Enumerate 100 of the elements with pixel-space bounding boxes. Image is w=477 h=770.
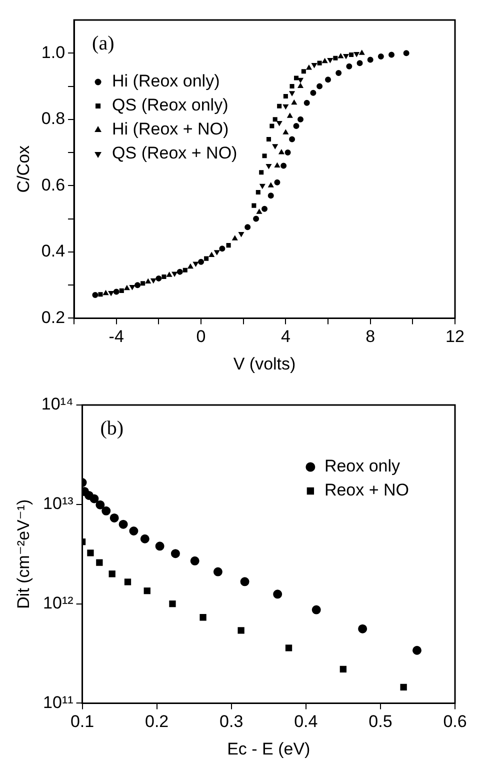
point [317, 60, 322, 66]
point [283, 104, 288, 110]
point [346, 63, 352, 70]
point [403, 50, 410, 56]
point [140, 281, 146, 286]
point [273, 590, 282, 599]
point [272, 117, 278, 122]
point [322, 58, 328, 64]
point [96, 559, 103, 566]
point [169, 600, 176, 608]
point [238, 627, 244, 634]
legend-label: QS (Reox only) [112, 96, 228, 115]
point [277, 104, 282, 108]
point [253, 216, 260, 222]
point [170, 549, 180, 558]
point [336, 70, 342, 76]
point [285, 644, 292, 652]
point [113, 288, 120, 295]
legend-label: Reox only [324, 456, 401, 476]
x-tick-label: 4 [280, 327, 290, 346]
legend-label: Hi (Reox only) [112, 72, 220, 91]
point [289, 91, 295, 96]
point [293, 123, 300, 130]
point [134, 282, 141, 288]
y-tick-label: 0.8 [41, 109, 66, 128]
x-tick-label: 0 [196, 327, 206, 346]
point [297, 116, 304, 122]
point [252, 203, 256, 208]
point [198, 258, 204, 265]
point [256, 190, 260, 195]
point [274, 179, 280, 186]
point [312, 605, 321, 614]
point [156, 275, 162, 282]
point [176, 268, 183, 275]
point [145, 278, 151, 284]
point [270, 124, 274, 128]
point [276, 120, 282, 126]
point [108, 290, 114, 296]
point [266, 137, 272, 142]
point [268, 182, 274, 188]
point [304, 100, 310, 106]
point [400, 684, 407, 690]
point [349, 52, 354, 58]
point [291, 100, 297, 105]
point [166, 272, 172, 277]
point [144, 588, 150, 594]
y-tick-label: 10¹⁴ [41, 394, 74, 414]
point [102, 506, 111, 516]
x-tick-label: 0.5 [368, 712, 392, 732]
point [358, 624, 368, 634]
point [124, 578, 132, 586]
point [294, 76, 299, 80]
point [280, 162, 287, 169]
point [213, 567, 222, 576]
point [155, 542, 164, 551]
point [343, 54, 349, 59]
x-tick-label: 8 [366, 327, 376, 346]
point [272, 144, 278, 149]
point [301, 69, 306, 74]
point [87, 550, 94, 556]
y-axis-title: C/Cox [14, 144, 33, 193]
point [290, 84, 294, 89]
point [108, 570, 116, 578]
point [188, 264, 194, 269]
point [283, 94, 288, 98]
point [367, 56, 374, 63]
point [208, 252, 214, 257]
point [98, 292, 103, 297]
point [200, 614, 206, 621]
point [378, 53, 384, 60]
y-tick-label: 0.2 [41, 308, 66, 327]
point [306, 65, 312, 70]
point [119, 288, 124, 293]
x-tick-label: 0.1 [70, 712, 94, 732]
point [110, 513, 119, 522]
point [312, 62, 317, 68]
annotation: (a) [92, 32, 114, 54]
point [287, 113, 293, 118]
y-tick-label: 0.6 [41, 175, 66, 194]
point [274, 162, 280, 168]
point [214, 250, 220, 255]
point [103, 290, 108, 296]
point [359, 50, 365, 55]
point [327, 58, 333, 63]
y-tick-label: 10¹² [43, 593, 74, 612]
legend-label: Hi (Reox + NO) [112, 120, 229, 139]
point [262, 154, 267, 158]
x-axis-title: Ec - E (eV) [227, 739, 310, 758]
x-tick-label: 0.6 [443, 712, 467, 732]
point [140, 534, 150, 544]
point [190, 556, 200, 566]
x-tick-label: 0.2 [145, 712, 169, 732]
point [226, 243, 231, 248]
point [310, 90, 316, 96]
point [130, 284, 135, 290]
x-tick-label: 12 [446, 327, 464, 346]
point [284, 150, 291, 156]
point [388, 52, 395, 58]
point [283, 130, 288, 134]
point [172, 272, 178, 276]
